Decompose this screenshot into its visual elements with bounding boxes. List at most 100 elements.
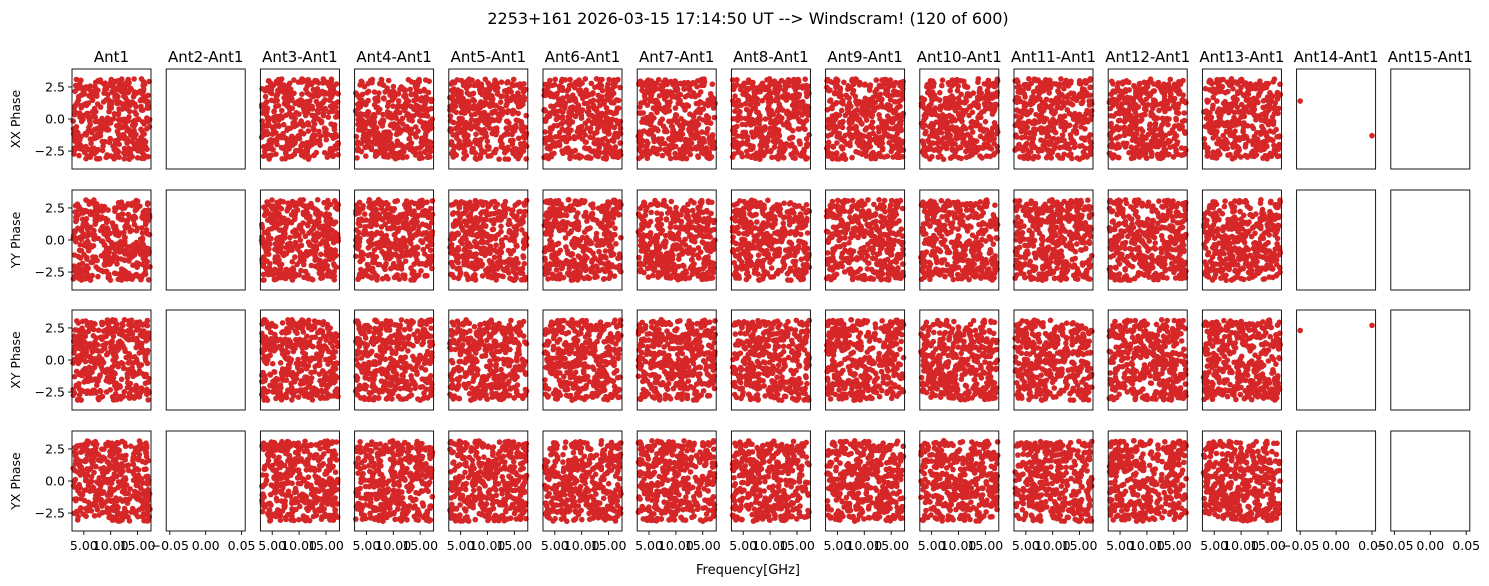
data-point — [400, 253, 407, 259]
data-point — [385, 448, 392, 455]
data-point — [267, 491, 274, 498]
data-point — [354, 111, 361, 118]
data-point — [94, 506, 101, 513]
data-point — [305, 122, 312, 128]
data-point — [266, 211, 273, 217]
data-point — [97, 334, 104, 341]
data-point — [147, 263, 153, 270]
data-point — [145, 207, 152, 213]
data-point — [111, 146, 117, 153]
data-point — [289, 139, 296, 146]
data-point — [87, 341, 93, 347]
data-point — [403, 379, 410, 385]
data-point — [100, 207, 106, 214]
data-point — [103, 84, 109, 91]
panel-frame — [165, 309, 246, 411]
data-point — [106, 139, 113, 146]
data-point — [389, 465, 395, 471]
data-point — [145, 397, 151, 403]
data-point — [139, 458, 146, 465]
data-point — [107, 277, 114, 283]
data-point — [112, 223, 119, 230]
data-point — [110, 153, 116, 160]
data-point — [418, 212, 424, 218]
data-point — [364, 267, 370, 273]
data-point — [412, 90, 419, 97]
data-point — [272, 334, 279, 341]
data-point — [392, 374, 399, 380]
data-point — [83, 143, 89, 150]
data-point — [76, 247, 83, 254]
data-point — [127, 85, 134, 91]
data-point — [406, 136, 412, 142]
data-point — [334, 486, 340, 493]
data-point — [293, 122, 300, 129]
data-point — [110, 333, 117, 340]
data-point — [111, 229, 118, 235]
data-point — [377, 367, 383, 374]
data-point — [356, 210, 362, 216]
data-point — [312, 263, 319, 270]
data-point — [98, 364, 105, 370]
data-point — [402, 201, 408, 208]
data-point — [268, 97, 275, 104]
data-point — [396, 109, 403, 116]
data-point — [275, 122, 282, 128]
data-point — [333, 200, 340, 207]
data-point — [392, 471, 398, 477]
data-point — [92, 118, 99, 125]
data-point — [405, 445, 412, 451]
data-point — [366, 328, 373, 335]
data-point — [353, 516, 359, 522]
data-point — [290, 208, 297, 215]
data-point — [278, 337, 285, 344]
data-point — [141, 121, 147, 127]
data-point — [392, 264, 398, 271]
data-point — [379, 321, 385, 327]
data-point — [413, 124, 419, 130]
data-point — [127, 102, 133, 109]
data-point — [311, 324, 318, 331]
data-point — [286, 329, 292, 335]
data-point — [378, 78, 385, 85]
data-point — [112, 246, 119, 252]
data-point — [395, 479, 402, 485]
data-point — [103, 327, 109, 333]
data-point — [415, 460, 422, 467]
data-point — [296, 336, 303, 343]
data-point — [269, 131, 276, 137]
data-point — [118, 341, 125, 348]
data-point — [122, 225, 129, 231]
data-point — [355, 276, 361, 283]
data-point — [143, 450, 149, 456]
data-point — [271, 342, 277, 349]
data-point — [76, 333, 82, 339]
data-point — [83, 100, 89, 107]
data-point — [356, 501, 363, 507]
data-point — [407, 117, 414, 123]
data-point — [373, 206, 380, 213]
data-point — [311, 152, 318, 158]
data-point — [122, 95, 129, 101]
data-point — [268, 329, 274, 336]
data-point — [318, 483, 325, 490]
data-point — [103, 351, 110, 358]
data-point — [369, 348, 375, 355]
data-point — [260, 446, 267, 453]
data-point — [329, 103, 336, 110]
data-point — [144, 492, 151, 498]
data-point — [400, 235, 407, 241]
data-point — [83, 197, 89, 203]
x-tick-label: 15.00 — [308, 538, 344, 553]
data-point — [295, 451, 302, 458]
data-point — [372, 317, 378, 324]
data-point — [427, 122, 434, 128]
data-point — [115, 256, 121, 262]
data-point — [78, 464, 84, 470]
data-point — [95, 273, 101, 280]
data-point — [100, 223, 106, 230]
data-point — [112, 142, 118, 148]
data-point — [309, 355, 315, 361]
data-point — [125, 490, 132, 497]
data-point — [323, 126, 329, 133]
